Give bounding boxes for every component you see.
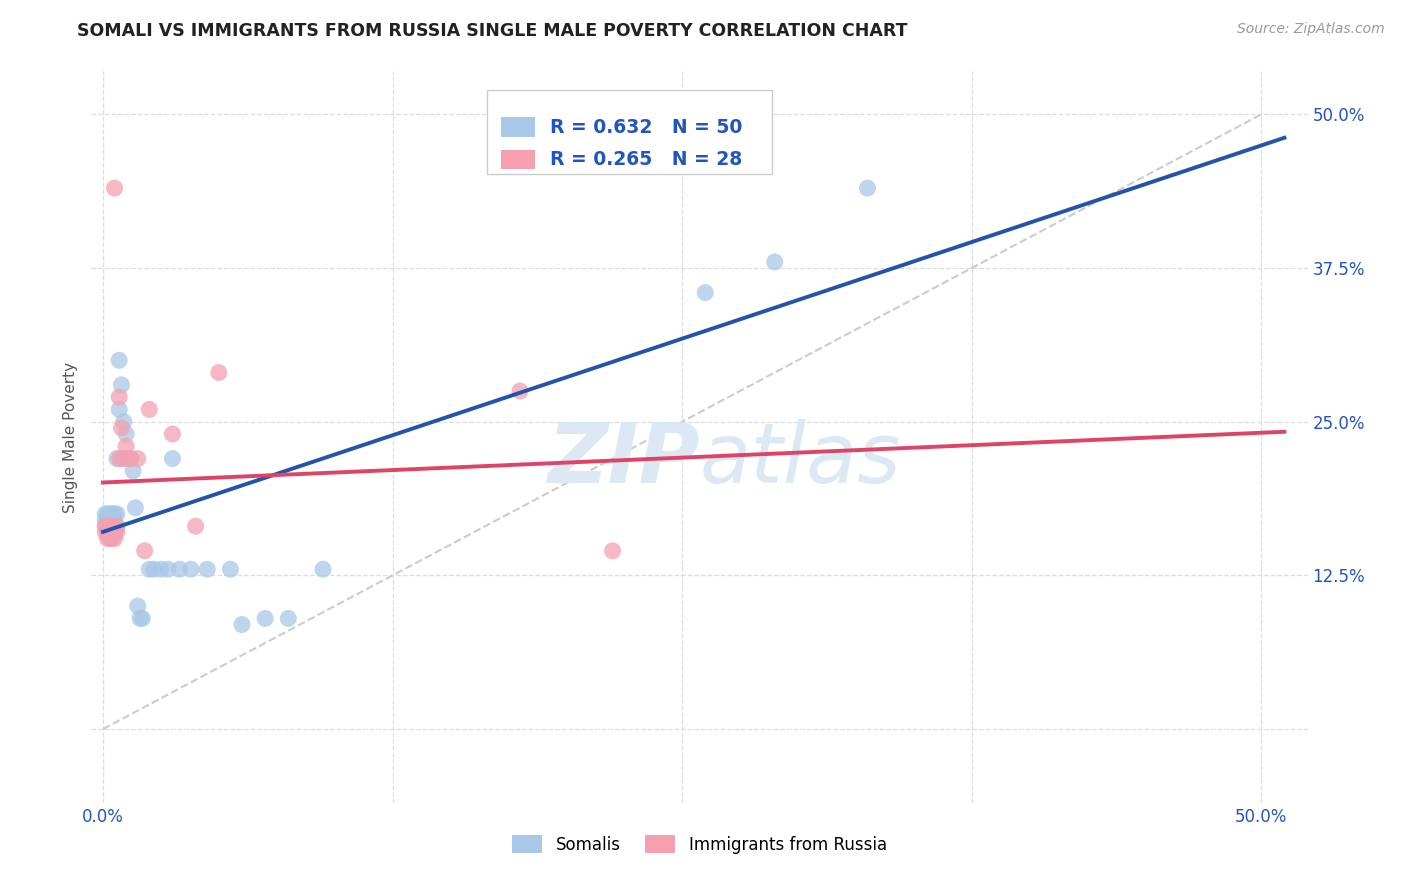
Point bbox=[219, 562, 242, 576]
Point bbox=[195, 562, 218, 576]
Point bbox=[94, 519, 117, 533]
Point bbox=[103, 532, 125, 546]
Text: atlas: atlas bbox=[699, 418, 901, 500]
Point bbox=[105, 451, 128, 466]
Point bbox=[124, 500, 146, 515]
Point bbox=[169, 562, 191, 576]
Point bbox=[103, 507, 125, 521]
Text: R = 0.265   N = 28: R = 0.265 N = 28 bbox=[550, 150, 742, 169]
Point bbox=[110, 421, 132, 435]
Legend: Somalis, Immigrants from Russia: Somalis, Immigrants from Russia bbox=[505, 829, 894, 860]
Point bbox=[94, 507, 117, 521]
Point bbox=[98, 532, 121, 546]
Point bbox=[184, 519, 207, 533]
Point bbox=[695, 285, 717, 300]
Point bbox=[101, 519, 124, 533]
Point bbox=[97, 532, 120, 546]
Point bbox=[129, 611, 152, 625]
Point bbox=[156, 562, 179, 576]
Point bbox=[101, 513, 124, 527]
Point bbox=[94, 519, 117, 533]
Point bbox=[103, 513, 125, 527]
Point bbox=[112, 451, 135, 466]
Point bbox=[231, 617, 253, 632]
Point bbox=[97, 525, 120, 540]
Text: Source: ZipAtlas.com: Source: ZipAtlas.com bbox=[1237, 22, 1385, 37]
Point bbox=[110, 377, 132, 392]
Point bbox=[108, 353, 131, 368]
Point bbox=[856, 181, 879, 195]
Point bbox=[127, 451, 149, 466]
Point bbox=[509, 384, 531, 398]
Point bbox=[763, 255, 786, 269]
Point bbox=[98, 519, 121, 533]
Point bbox=[602, 543, 624, 558]
Point bbox=[103, 181, 125, 195]
Point bbox=[110, 451, 132, 466]
Point bbox=[208, 366, 231, 380]
FancyBboxPatch shape bbox=[502, 150, 536, 169]
Point bbox=[97, 519, 120, 533]
FancyBboxPatch shape bbox=[502, 118, 536, 136]
Point bbox=[112, 415, 135, 429]
Point bbox=[138, 562, 160, 576]
Point bbox=[101, 519, 124, 533]
Point bbox=[98, 519, 121, 533]
Point bbox=[108, 402, 131, 417]
Point bbox=[180, 562, 202, 576]
Point bbox=[120, 451, 142, 466]
Point bbox=[149, 562, 172, 576]
Point bbox=[142, 562, 165, 576]
Point bbox=[115, 427, 138, 442]
Point bbox=[105, 519, 128, 533]
Text: SOMALI VS IMMIGRANTS FROM RUSSIA SINGLE MALE POVERTY CORRELATION CHART: SOMALI VS IMMIGRANTS FROM RUSSIA SINGLE … bbox=[77, 22, 908, 40]
Point bbox=[117, 451, 139, 466]
Point bbox=[94, 513, 117, 527]
Point bbox=[115, 439, 138, 453]
Point bbox=[98, 513, 121, 527]
Point bbox=[101, 507, 124, 521]
Text: R = 0.632   N = 50: R = 0.632 N = 50 bbox=[550, 118, 742, 136]
Point bbox=[97, 519, 120, 533]
Point bbox=[138, 402, 160, 417]
Point bbox=[97, 513, 120, 527]
Point bbox=[98, 525, 121, 540]
Point bbox=[162, 451, 184, 466]
Point bbox=[94, 525, 117, 540]
Point bbox=[105, 525, 128, 540]
Point bbox=[254, 611, 277, 625]
Point bbox=[127, 599, 149, 613]
Point bbox=[120, 451, 142, 466]
Point bbox=[134, 543, 156, 558]
Point bbox=[103, 519, 125, 533]
Point bbox=[105, 519, 128, 533]
FancyBboxPatch shape bbox=[486, 90, 772, 174]
Point bbox=[98, 507, 121, 521]
Point bbox=[108, 390, 131, 404]
Point bbox=[277, 611, 299, 625]
Point bbox=[103, 525, 125, 540]
Point bbox=[97, 525, 120, 540]
Point bbox=[98, 513, 121, 527]
Point bbox=[97, 507, 120, 521]
Y-axis label: Single Male Poverty: Single Male Poverty bbox=[63, 361, 79, 513]
Point bbox=[108, 451, 131, 466]
Point bbox=[162, 427, 184, 442]
Point bbox=[131, 611, 153, 625]
Point bbox=[122, 464, 145, 478]
Point bbox=[101, 532, 124, 546]
Point bbox=[105, 507, 128, 521]
Point bbox=[312, 562, 335, 576]
Text: ZIP: ZIP bbox=[547, 418, 699, 500]
